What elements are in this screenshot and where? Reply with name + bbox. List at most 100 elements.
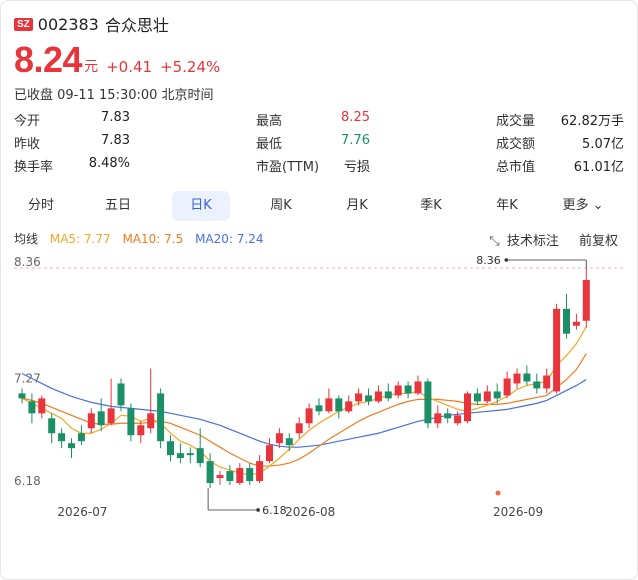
ma20-line xyxy=(21,372,587,448)
ma10-label: MA10: 7.5 xyxy=(122,232,184,246)
stat-label: 最高 xyxy=(256,114,283,129)
stock-code: 002383 xyxy=(37,14,99,34)
price-change: +0.41 xyxy=(106,58,153,76)
tab-2[interactable]: 五日 xyxy=(89,191,147,221)
candle-body xyxy=(97,411,105,426)
ma20-label: MA20: 7.24 xyxy=(195,232,264,246)
stat-label: 市盈(TTM) xyxy=(256,160,320,175)
stat-value: 8.48% xyxy=(88,156,130,171)
stat-value: 亏损 xyxy=(343,160,370,175)
adjust-button[interactable]: 前复权 xyxy=(578,234,618,249)
candle-body xyxy=(503,378,511,396)
tab-label: 季K xyxy=(420,198,442,213)
stat-label: 成交额 xyxy=(496,137,536,152)
tab-label: 日K xyxy=(190,198,212,213)
candle-body xyxy=(473,393,481,402)
kline-svg[interactable]: 8.36 7.27 6.18 8.36 6.18 2026-07 2026-08 2026-0… xyxy=(14,250,626,530)
ma5-line xyxy=(21,326,587,476)
market-badge: SZ xyxy=(14,17,33,31)
annotate-icon[interactable]: ⤡ xyxy=(489,234,500,249)
candle-body xyxy=(533,381,541,389)
candle-body xyxy=(513,373,521,384)
candle-body xyxy=(38,398,46,414)
candle-body xyxy=(523,373,531,382)
candle-body xyxy=(117,383,125,406)
candle-body xyxy=(374,391,382,402)
candle-body xyxy=(127,408,135,436)
tech-annotation-button[interactable]: 技术标注 xyxy=(506,234,559,249)
chart-tools: ⤡ 技术标注 前复权 xyxy=(489,230,626,249)
x-axis-label: 2026-08 xyxy=(285,505,335,519)
tab-3[interactable]: 日K xyxy=(172,191,230,221)
stats-row: 今开 7.83 最高 8.25 成交量 62.82万手 xyxy=(14,110,624,132)
candle-body xyxy=(186,453,194,456)
candle-body xyxy=(147,413,155,429)
candle-body xyxy=(206,461,214,484)
candle-body xyxy=(325,398,333,412)
kline-chart[interactable]: 8.36 7.27 6.18 8.36 6.18 2026-07 2026-08 2026-0… xyxy=(14,250,626,534)
candle-body xyxy=(226,471,234,482)
candle-body xyxy=(444,413,452,419)
candle-body xyxy=(424,381,432,424)
candle-body xyxy=(246,468,254,482)
max-label: 8.36 xyxy=(476,254,501,267)
stats-row: 昨收 7.83 最低 7.76 成交额 5.07亿 xyxy=(14,133,624,155)
candle-body xyxy=(434,413,442,424)
tab-1[interactable]: 分时 xyxy=(12,191,70,221)
period-tabs: 分时 五日 日K 周K 月K 季K 年K 更多 ⌄ xyxy=(12,191,626,221)
stat-label: 昨收 xyxy=(14,137,41,152)
candle-body xyxy=(68,443,75,449)
tab-label: 年K xyxy=(496,198,518,213)
candle-body xyxy=(58,433,66,442)
candle-body xyxy=(454,415,462,424)
stat-value: 62.82万手 xyxy=(560,114,624,129)
event-marker xyxy=(495,490,501,496)
y-tick-label: 6.18 xyxy=(14,474,41,488)
max-dot xyxy=(504,258,509,262)
candle-body xyxy=(394,385,402,396)
tab-label: 月K xyxy=(346,198,368,213)
candle-body xyxy=(48,418,56,434)
ma-title: 均线 xyxy=(14,232,39,246)
candle-body xyxy=(464,393,471,422)
stat-value: 7.76 xyxy=(341,133,370,148)
candle-body xyxy=(266,445,273,462)
tab-5[interactable]: 月K xyxy=(328,191,386,221)
tab-7[interactable]: 年K xyxy=(478,191,536,221)
candle-body xyxy=(295,423,303,434)
stat-value: 7.83 xyxy=(101,133,130,148)
stat-value: 7.83 xyxy=(101,110,130,125)
tab-8[interactable]: 更多 ⌄ xyxy=(554,191,612,221)
candle-body xyxy=(582,279,590,321)
ma10-line xyxy=(21,353,587,467)
tab-4[interactable]: 周K xyxy=(252,191,310,221)
y-tick-label: 7.27 xyxy=(14,372,41,386)
tab-6[interactable]: 季K xyxy=(402,191,460,221)
price-row: 8.24 元 +0.41 +5.24% xyxy=(14,42,228,78)
stock-header: SZ 002383 合众思壮 xyxy=(14,12,169,36)
stat-value: 61.01亿 xyxy=(573,160,624,175)
candle-body xyxy=(335,398,343,412)
tab-label: 更多 xyxy=(562,198,589,213)
candle-body xyxy=(137,425,145,436)
market-status: 已收盘 09-11 15:30:00 北京时间 xyxy=(14,88,214,103)
tab-label: 五日 xyxy=(104,198,131,213)
candle-body xyxy=(384,391,392,399)
price-unit: 元 xyxy=(84,59,99,75)
candle-body xyxy=(28,401,36,414)
min-dot xyxy=(256,508,260,512)
x-axis-label: 2026-09 xyxy=(493,505,543,519)
stat-label: 换手率 xyxy=(14,160,54,175)
stat-label: 今开 xyxy=(14,114,41,129)
candle-body xyxy=(157,393,165,442)
candle-body xyxy=(414,381,422,394)
candle-body xyxy=(305,408,313,424)
stock-name: 合众思壮 xyxy=(104,16,169,35)
candle-body xyxy=(365,395,372,402)
candle-body xyxy=(345,401,353,412)
candle-body xyxy=(355,393,363,402)
stats-row: 换手率 8.48% 市盈(TTM) 亏损 总市值 61.01亿 xyxy=(14,156,624,178)
candle-body xyxy=(77,433,85,442)
price-change-pct: +5.24% xyxy=(160,58,221,76)
candle-body xyxy=(167,441,174,456)
